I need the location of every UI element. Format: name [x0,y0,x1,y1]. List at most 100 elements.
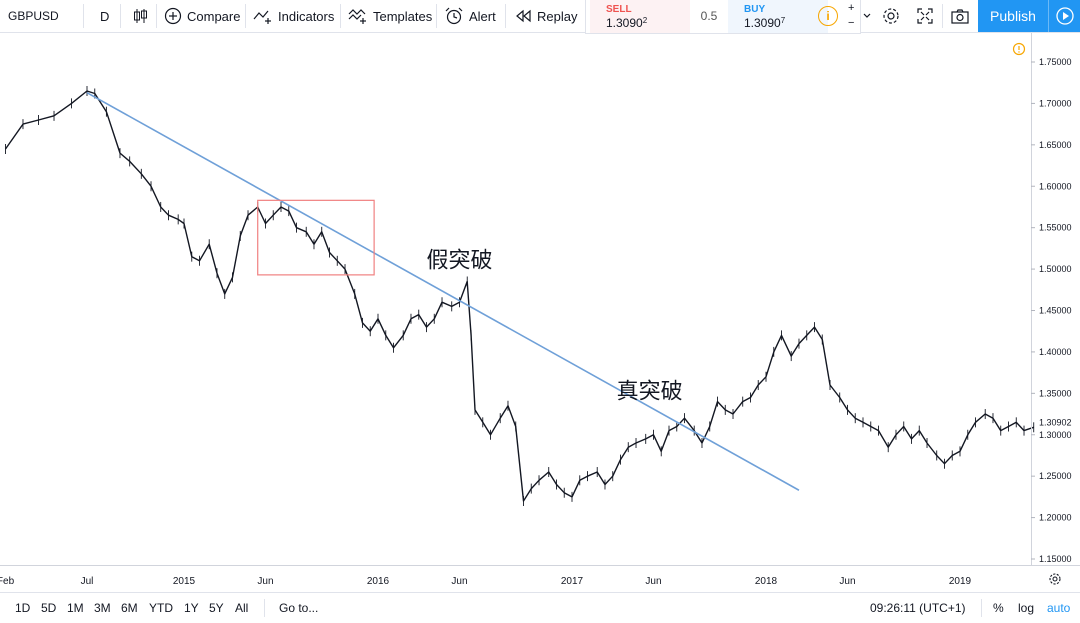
toolbar-divider [340,4,341,28]
toolbar-divider [436,4,437,28]
trendline[interactable] [86,91,800,491]
plot-area [4,85,1035,507]
play-button[interactable] [1048,0,1080,32]
bottom-toolbar: 1D 5D 1M 3M 6M YTD 1Y 5Y All Go to... 09:26:11 (… [0,592,1080,623]
warning-marker-icon[interactable] [1012,42,1026,56]
dropdown-button[interactable] [862,0,872,32]
sell-label: SELL [606,4,632,15]
toolbar-divider [120,4,121,28]
spread-value: 0.5 [700,9,718,23]
axis-settings-gear-icon[interactable] [1049,573,1061,585]
replay-label: Replay [537,8,578,24]
indicators-button[interactable]: Indicators [253,0,334,32]
buy-price: 1.30907 [744,16,785,30]
chart-style-button[interactable] [131,0,149,32]
highlight-rectangle[interactable] [257,199,375,276]
toolbar-divider [83,4,84,28]
toolbar-divider [156,4,157,28]
range-button-3m[interactable]: 3M [94,601,111,615]
alarm-clock-icon [445,7,463,25]
bottom-divider [981,599,982,617]
range-button-1y[interactable]: 1Y [184,601,199,615]
price-tick-label: 1.15000 [1039,554,1072,564]
add-circle-icon [164,7,182,25]
range-button-6m[interactable]: 6M [121,601,138,615]
price-tick-label: 1.70000 [1039,98,1072,108]
fullscreen-button[interactable] [916,0,934,32]
price-axis[interactable]: 1.75000 1.70000 1.65000 1.60000 1.55000 1.500… [1031,33,1072,565]
interval-label: D [100,8,110,24]
buy-button[interactable]: BUY 1.30907 [728,0,828,33]
symbol-search[interactable]: GBPUSD [8,0,59,32]
time-tick-label: Jun [257,576,273,587]
range-button-1m[interactable]: 1M [67,601,84,615]
sell-button[interactable]: SELL 1.30902 [590,0,690,33]
settings-button[interactable] [881,0,901,32]
price-series-line [4,90,1034,502]
range-button-ytd[interactable]: YTD [149,601,173,615]
annotation-text[interactable]: 真突破 [617,379,683,404]
time-axis[interactable]: Feb Jul 2015 Jun 2016 Jun 2017 Jun 2018 Jun 2019 [0,565,1080,588]
price-tick-label: 1.65000 [1039,140,1072,150]
time-tick-label: 2015 [173,576,196,587]
alert-button[interactable]: Alert [444,0,496,32]
snapshot-button[interactable] [950,0,970,32]
quantity-plus-button[interactable]: + [848,2,855,14]
price-tick-label: 1.45000 [1039,306,1072,316]
play-circle-icon [1055,7,1074,25]
range-button-5y[interactable]: 5Y [209,601,224,615]
price-tick-label: 1.20000 [1039,513,1072,523]
info-icon[interactable]: i [818,6,838,26]
indicators-icon [253,10,271,24]
price-tick-label: 1.75000 [1039,57,1072,67]
clock-timezone[interactable]: 09:26:11 (UTC+1) [870,601,966,615]
toolbar-divider [942,4,943,28]
templates-label: Templates [373,8,433,24]
goto-date-button[interactable]: Go to... [279,601,319,615]
time-tick-label: Jun [645,576,661,587]
templates-icon [348,9,366,24]
time-tick-label: 2017 [561,576,584,587]
range-button-5d[interactable]: 5D [41,601,57,615]
percent-scale-button[interactable]: % [993,601,1004,615]
log-scale-button[interactable]: log [1018,601,1035,615]
bottom-divider [264,599,265,617]
price-tick-label: 1.60000 [1039,181,1072,191]
time-tick-label: 2016 [367,576,390,587]
candles-icon [134,9,147,23]
templates-button[interactable]: Templates [348,0,432,32]
compare-label: Compare [187,8,241,24]
fullscreen-icon [917,8,933,24]
time-tick-label: Jul [81,576,94,587]
price-tick-label: 1.50000 [1039,264,1072,274]
time-tick-label: Jun [839,576,855,587]
toolbar-divider [505,4,506,28]
top-toolbar: GBPUSD D Compare [0,0,1080,34]
auto-scale-button[interactable]: auto [1047,601,1071,615]
replay-button[interactable]: Replay [514,0,577,32]
range-button-1d[interactable]: 1D [15,601,31,615]
interval-button[interactable]: D [100,0,109,32]
publish-button[interactable]: Publish [978,0,1048,32]
price-tick-label: 1.35000 [1039,388,1072,398]
buy-price-main: 1.3090 [744,16,781,30]
range-button-all[interactable]: All [235,601,249,615]
compare-button[interactable]: Compare [164,0,240,32]
time-tick-label: Jun [451,576,467,587]
price-tick-label: 1.55000 [1039,223,1072,233]
annotation-text[interactable]: 假突破 [426,248,492,273]
alert-label: Alert [469,8,496,24]
gear-icon [883,8,899,24]
sell-price-main: 1.3090 [606,16,643,30]
toolbar-divider [245,4,246,28]
quantity-minus-button[interactable]: − [848,17,855,29]
price-tick-label: 1.25000 [1039,471,1072,481]
time-tick-label: 2019 [949,576,972,587]
buy-label: BUY [744,4,766,15]
symbol-label: GBPUSD [8,9,59,23]
price-tick-label: 1.30000 [1039,430,1072,440]
publish-label: Publish [990,8,1036,24]
